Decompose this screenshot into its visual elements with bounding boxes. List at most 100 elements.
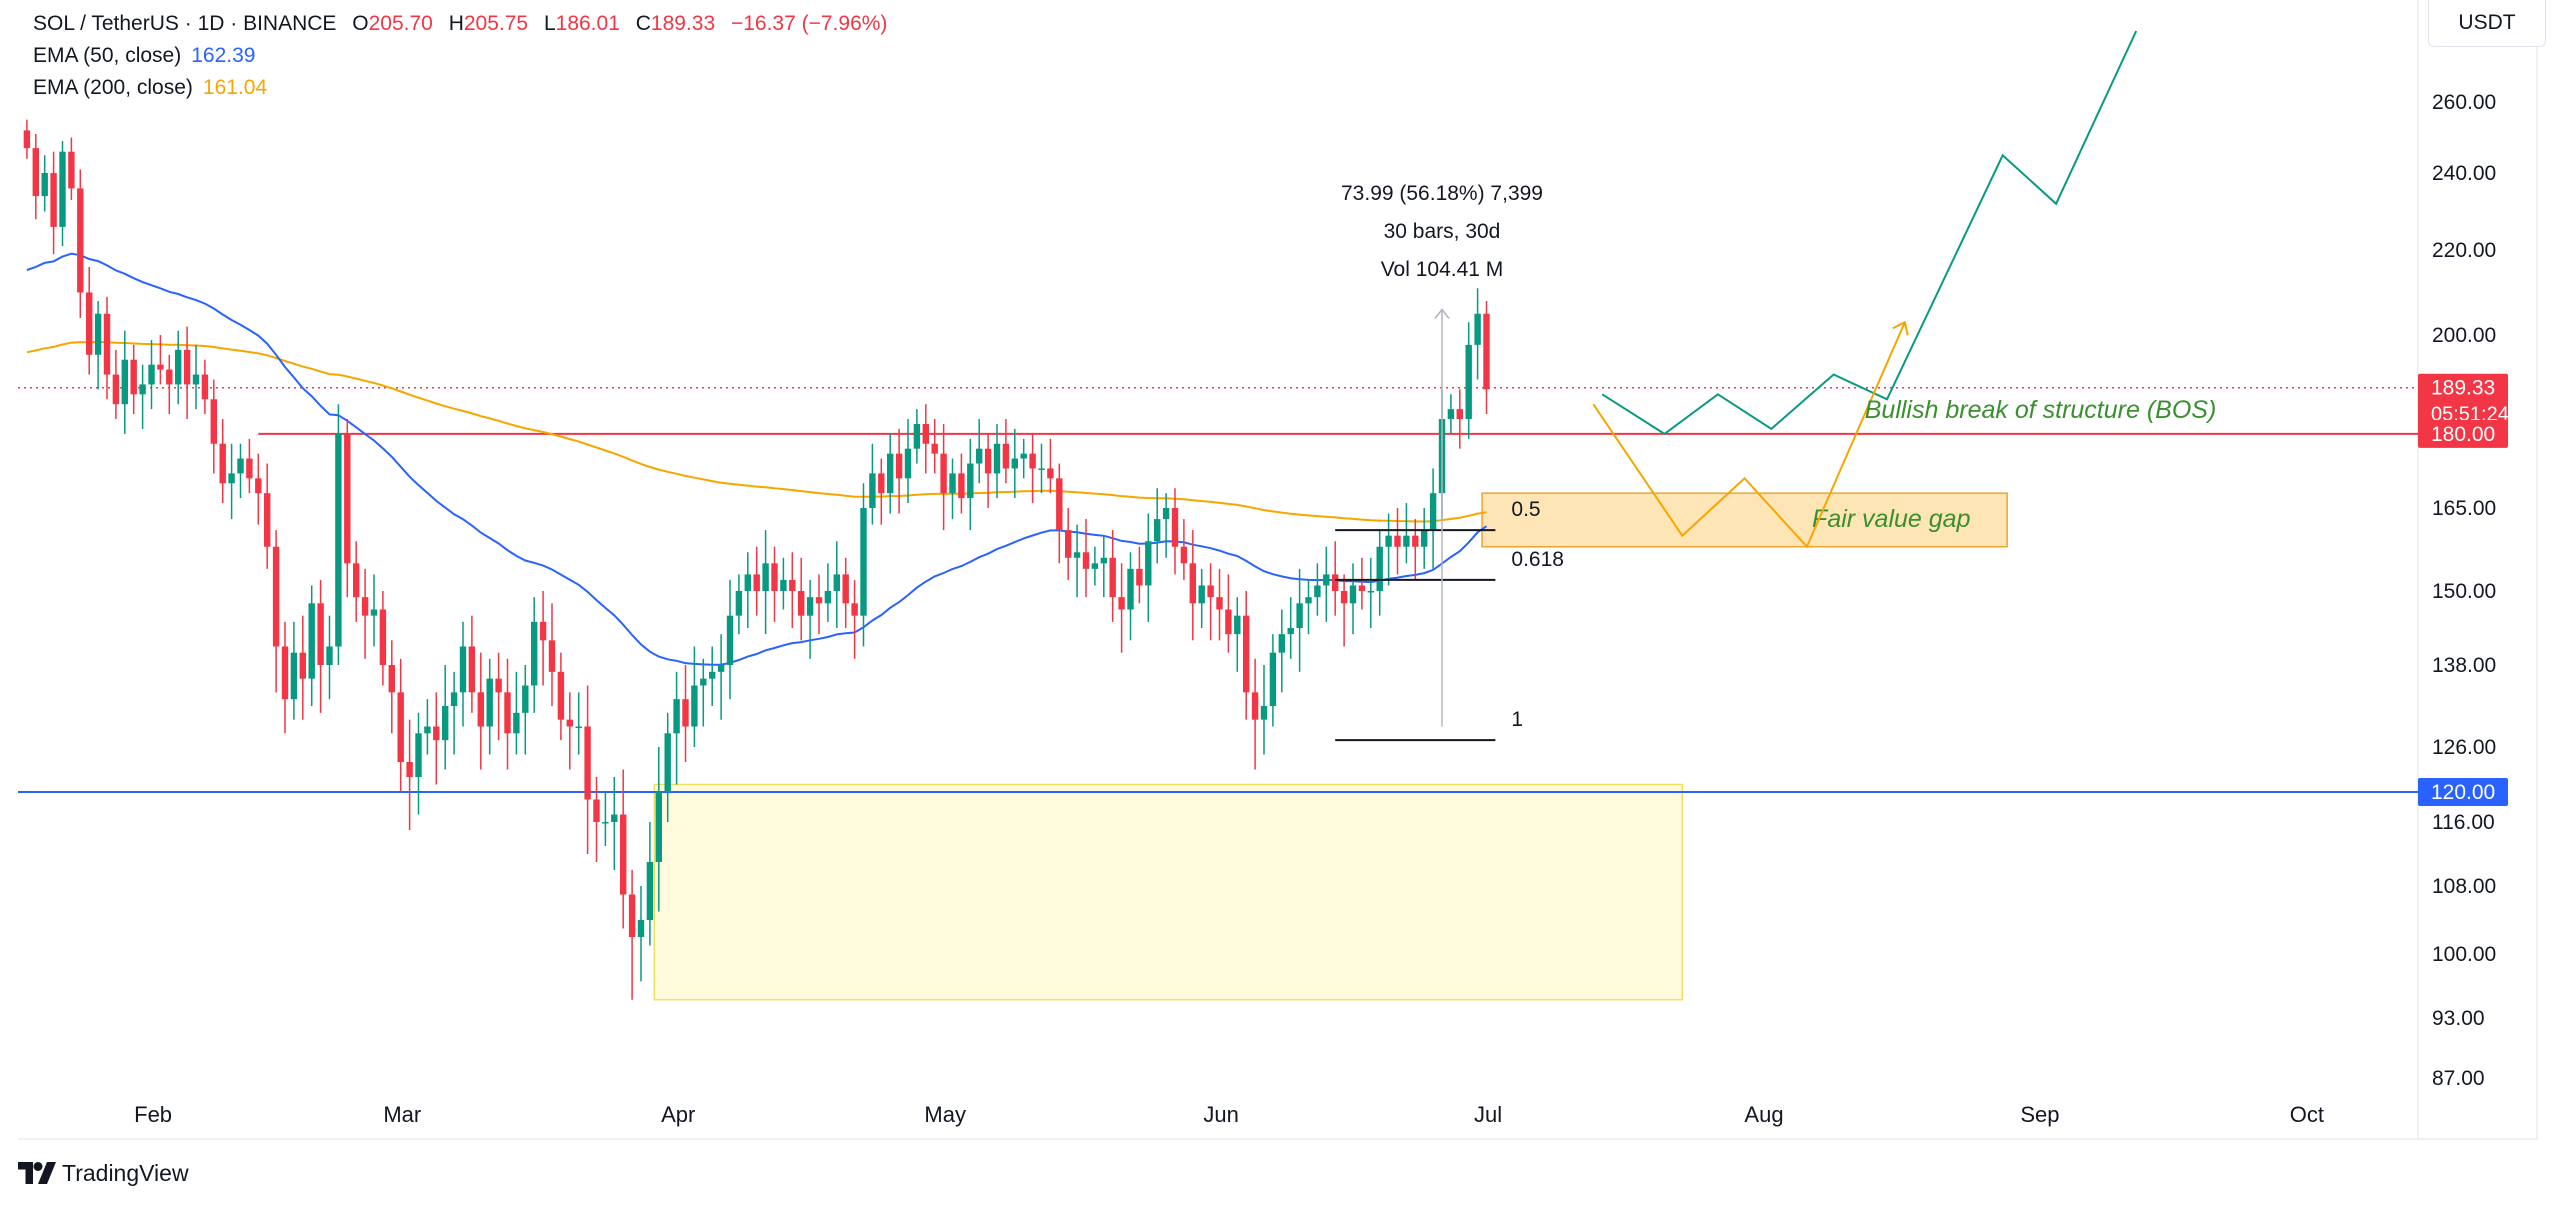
projection-arrowhead	[1892, 320, 1909, 336]
candle-body	[1065, 530, 1072, 558]
candle-body	[1403, 535, 1410, 547]
candle-body	[602, 822, 609, 824]
candle-body	[1287, 628, 1294, 635]
candle-body	[1145, 541, 1152, 586]
candle-body	[139, 384, 146, 395]
candle-body	[1483, 313, 1490, 390]
candle-body	[531, 621, 538, 686]
candle-body	[575, 726, 582, 728]
candle-body	[557, 671, 565, 720]
candle-body	[1456, 409, 1463, 420]
tradingview-logo-icon	[18, 1162, 56, 1184]
candle-body	[1305, 597, 1312, 604]
low-value: 186.01	[555, 12, 620, 35]
candle-body	[264, 493, 271, 547]
candle-body	[1225, 609, 1232, 635]
candle-body	[130, 359, 137, 395]
tradingview-brand[interactable]: TradingView	[18, 1158, 189, 1188]
candle-body	[166, 369, 173, 385]
candle-body	[1002, 443, 1010, 469]
bullish-projection-green	[1601, 30, 2138, 436]
x-tick-label: Sep	[2020, 1102, 2059, 1127]
candle-body	[1412, 535, 1419, 547]
candle-body	[1367, 591, 1374, 593]
x-tick-label: May	[924, 1102, 966, 1127]
ema50-row[interactable]: EMA (50, close) 162.39	[33, 40, 887, 72]
price-tag-label: 180.00	[2431, 423, 2495, 446]
candle-body	[566, 719, 573, 727]
candle-body	[1260, 706, 1268, 720]
candle-body	[68, 151, 75, 189]
ema200-row[interactable]: EMA (200, close) 161.04	[33, 72, 887, 104]
y-tick-label: 220.00	[2432, 239, 2496, 262]
ema50-label: EMA (50, close)	[33, 44, 182, 67]
measure-price-change: 73.99 (56.18%) 7,399	[1341, 182, 1543, 205]
symbol-title[interactable]: SOL / TetherUS · 1D · BINANCE	[33, 12, 337, 35]
candle-body	[183, 349, 191, 385]
candle-body	[1011, 458, 1018, 469]
candle-body	[824, 591, 832, 604]
candle-body	[210, 399, 217, 444]
candle-body	[860, 508, 867, 616]
candle-body	[664, 733, 671, 792]
candle-body	[1020, 453, 1027, 459]
candle-body	[1447, 409, 1455, 420]
candle-body	[281, 646, 289, 700]
y-tick-label: 108.00	[2432, 875, 2496, 898]
candle-body	[993, 443, 1001, 474]
price-tag	[2418, 778, 2508, 806]
candle-body	[32, 148, 39, 197]
candle-body	[628, 894, 636, 937]
x-tick-label: Mar	[383, 1102, 421, 1127]
candle-body	[735, 591, 743, 616]
candle-body	[308, 603, 315, 679]
candle-body	[379, 609, 387, 665]
candle-body	[1038, 468, 1045, 470]
candle-body	[86, 292, 93, 355]
currency-button[interactable]: USDT	[2428, 0, 2546, 47]
candle-body	[584, 726, 591, 800]
candle-body	[201, 374, 209, 400]
candle-body	[103, 313, 111, 375]
candle-body	[753, 574, 760, 591]
candle-body	[815, 597, 823, 604]
candle-body	[335, 433, 342, 647]
candle-body	[1073, 552, 1081, 558]
candle-body	[798, 591, 805, 616]
candle-body	[504, 692, 511, 734]
candle-body	[771, 563, 778, 591]
measure-volume: Vol 104.41 M	[1381, 258, 1504, 281]
x-tick-label: Jul	[1474, 1102, 1502, 1127]
x-tick-label: Feb	[134, 1102, 172, 1127]
candle-body	[1385, 535, 1392, 547]
candle-body	[468, 646, 476, 693]
fib-level-label: 1	[1511, 708, 1523, 731]
ema200-value: 161.04	[202, 76, 268, 99]
candle-body	[593, 799, 600, 822]
low-label: L	[543, 12, 556, 35]
ema200-line	[26, 340, 1487, 523]
candle-body	[1189, 563, 1196, 604]
y-tick-label: 150.00	[2432, 580, 2496, 603]
candle-body	[691, 685, 698, 727]
high-value: 205.75	[463, 12, 529, 35]
chart-legend: SOL / TetherUS · 1D · BINANCE O205.70 H2…	[33, 8, 887, 104]
candle-body	[1198, 585, 1205, 604]
candle-body	[1180, 546, 1188, 564]
candle-body	[1278, 634, 1285, 653]
candle-body	[1136, 568, 1143, 586]
candle-body	[655, 792, 662, 862]
candle-body	[717, 665, 725, 672]
y-tick-label: 200.00	[2432, 324, 2496, 347]
brand-name: TradingView	[62, 1159, 189, 1186]
candle-body	[1269, 652, 1277, 706]
close-value: 189.33	[650, 12, 716, 35]
candle-body	[806, 597, 814, 616]
demand-zone	[653, 783, 1684, 1001]
candle-body	[290, 652, 298, 700]
candle-body	[522, 685, 529, 713]
candle-body	[1251, 692, 1259, 720]
candle-body	[157, 364, 164, 370]
